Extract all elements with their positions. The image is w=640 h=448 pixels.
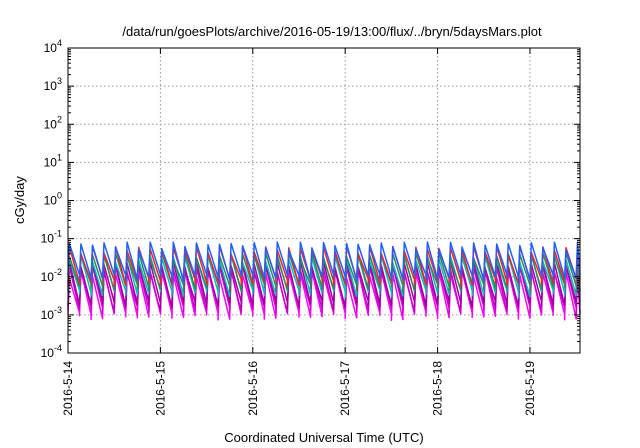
x-tick-label: 2016-5-16 [246, 361, 260, 416]
y-tick-label: 103 [44, 76, 62, 93]
x-tick-label: 2016-5-19 [523, 361, 537, 416]
y-tick-label: 10-2 [41, 267, 62, 284]
x-tick-label: 2016-5-14 [61, 361, 75, 416]
y-tick-label: 10-1 [41, 229, 62, 246]
y-tick-label: 10-4 [41, 343, 62, 360]
plot-area [67, 241, 581, 322]
y-tick-label: 102 [44, 114, 62, 131]
y-tick-labels: 10-4 10-3 10-2 10-1 100 101 102 103 104 [41, 38, 62, 360]
y-tick-label: 104 [44, 38, 62, 55]
y-tick-label: 101 [44, 152, 62, 169]
y-axis-label: cGy/day [12, 176, 27, 224]
series-line [67, 241, 581, 283]
x-axis-label: Coordinated Universal Time (UTC) [224, 430, 423, 445]
grid [67, 48, 580, 353]
x-tick-label: 2016-5-17 [338, 361, 352, 416]
x-tick-label: 2016-5-18 [431, 361, 445, 416]
y-tick-label: 100 [44, 191, 62, 208]
x-tick-label: 2016-5-15 [153, 361, 167, 416]
x-tick-labels: 2016-5-14 2016-5-15 2016-5-16 2016-5-17 2016… [61, 361, 537, 416]
axis-ticks [67, 47, 580, 354]
y-tick-label: 10-3 [41, 305, 62, 322]
chart-title: /data/run/goesPlots/archive/2016-05-19/1… [122, 24, 542, 39]
